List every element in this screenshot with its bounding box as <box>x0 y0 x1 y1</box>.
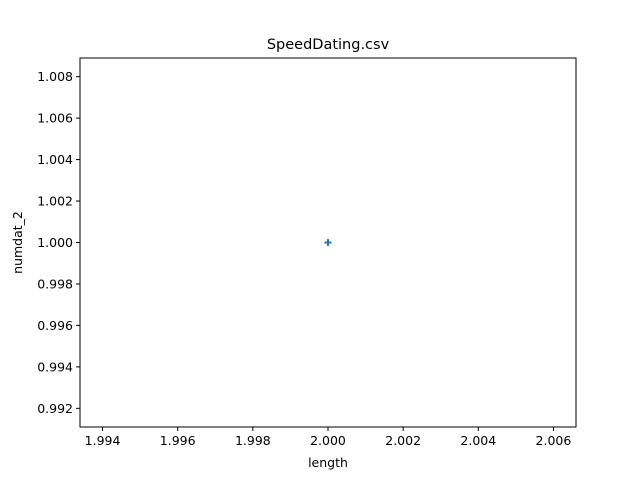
x-tick-label: 2.000 <box>310 433 346 448</box>
x-tick-label: 1.996 <box>160 433 196 448</box>
y-tick-label: 0.998 <box>37 276 73 291</box>
x-tick-label: 2.002 <box>385 433 421 448</box>
y-tick-label: 0.992 <box>37 401 73 416</box>
y-tick-label: 1.006 <box>37 111 73 126</box>
y-axis: 0.992 0.994 0.996 0.998 1.000 1.002 1.004 1.006… <box>37 69 80 416</box>
x-axis-label: length <box>308 455 348 470</box>
chart-title: SpeedDating.csv <box>267 37 390 53</box>
x-tick-label: 2.004 <box>460 433 496 448</box>
y-tick-label: 0.996 <box>37 318 73 333</box>
y-tick-label: 1.004 <box>37 152 73 167</box>
y-tick-label: 1.000 <box>37 235 73 250</box>
x-tick-label: 1.998 <box>235 433 271 448</box>
data-point <box>324 239 332 246</box>
x-tick-label: 2.006 <box>536 433 572 448</box>
x-axis: 1.994 1.996 1.998 2.000 2.002 2.004 2.006 <box>85 427 572 448</box>
y-tick-label: 1.008 <box>37 69 73 84</box>
y-axis-label: numdat_2 <box>10 211 25 274</box>
x-tick-label: 1.994 <box>85 433 121 448</box>
y-tick-label: 0.994 <box>37 359 73 374</box>
data-points <box>324 239 332 246</box>
y-tick-label: 1.002 <box>37 194 73 209</box>
plot-frame <box>79 57 577 428</box>
